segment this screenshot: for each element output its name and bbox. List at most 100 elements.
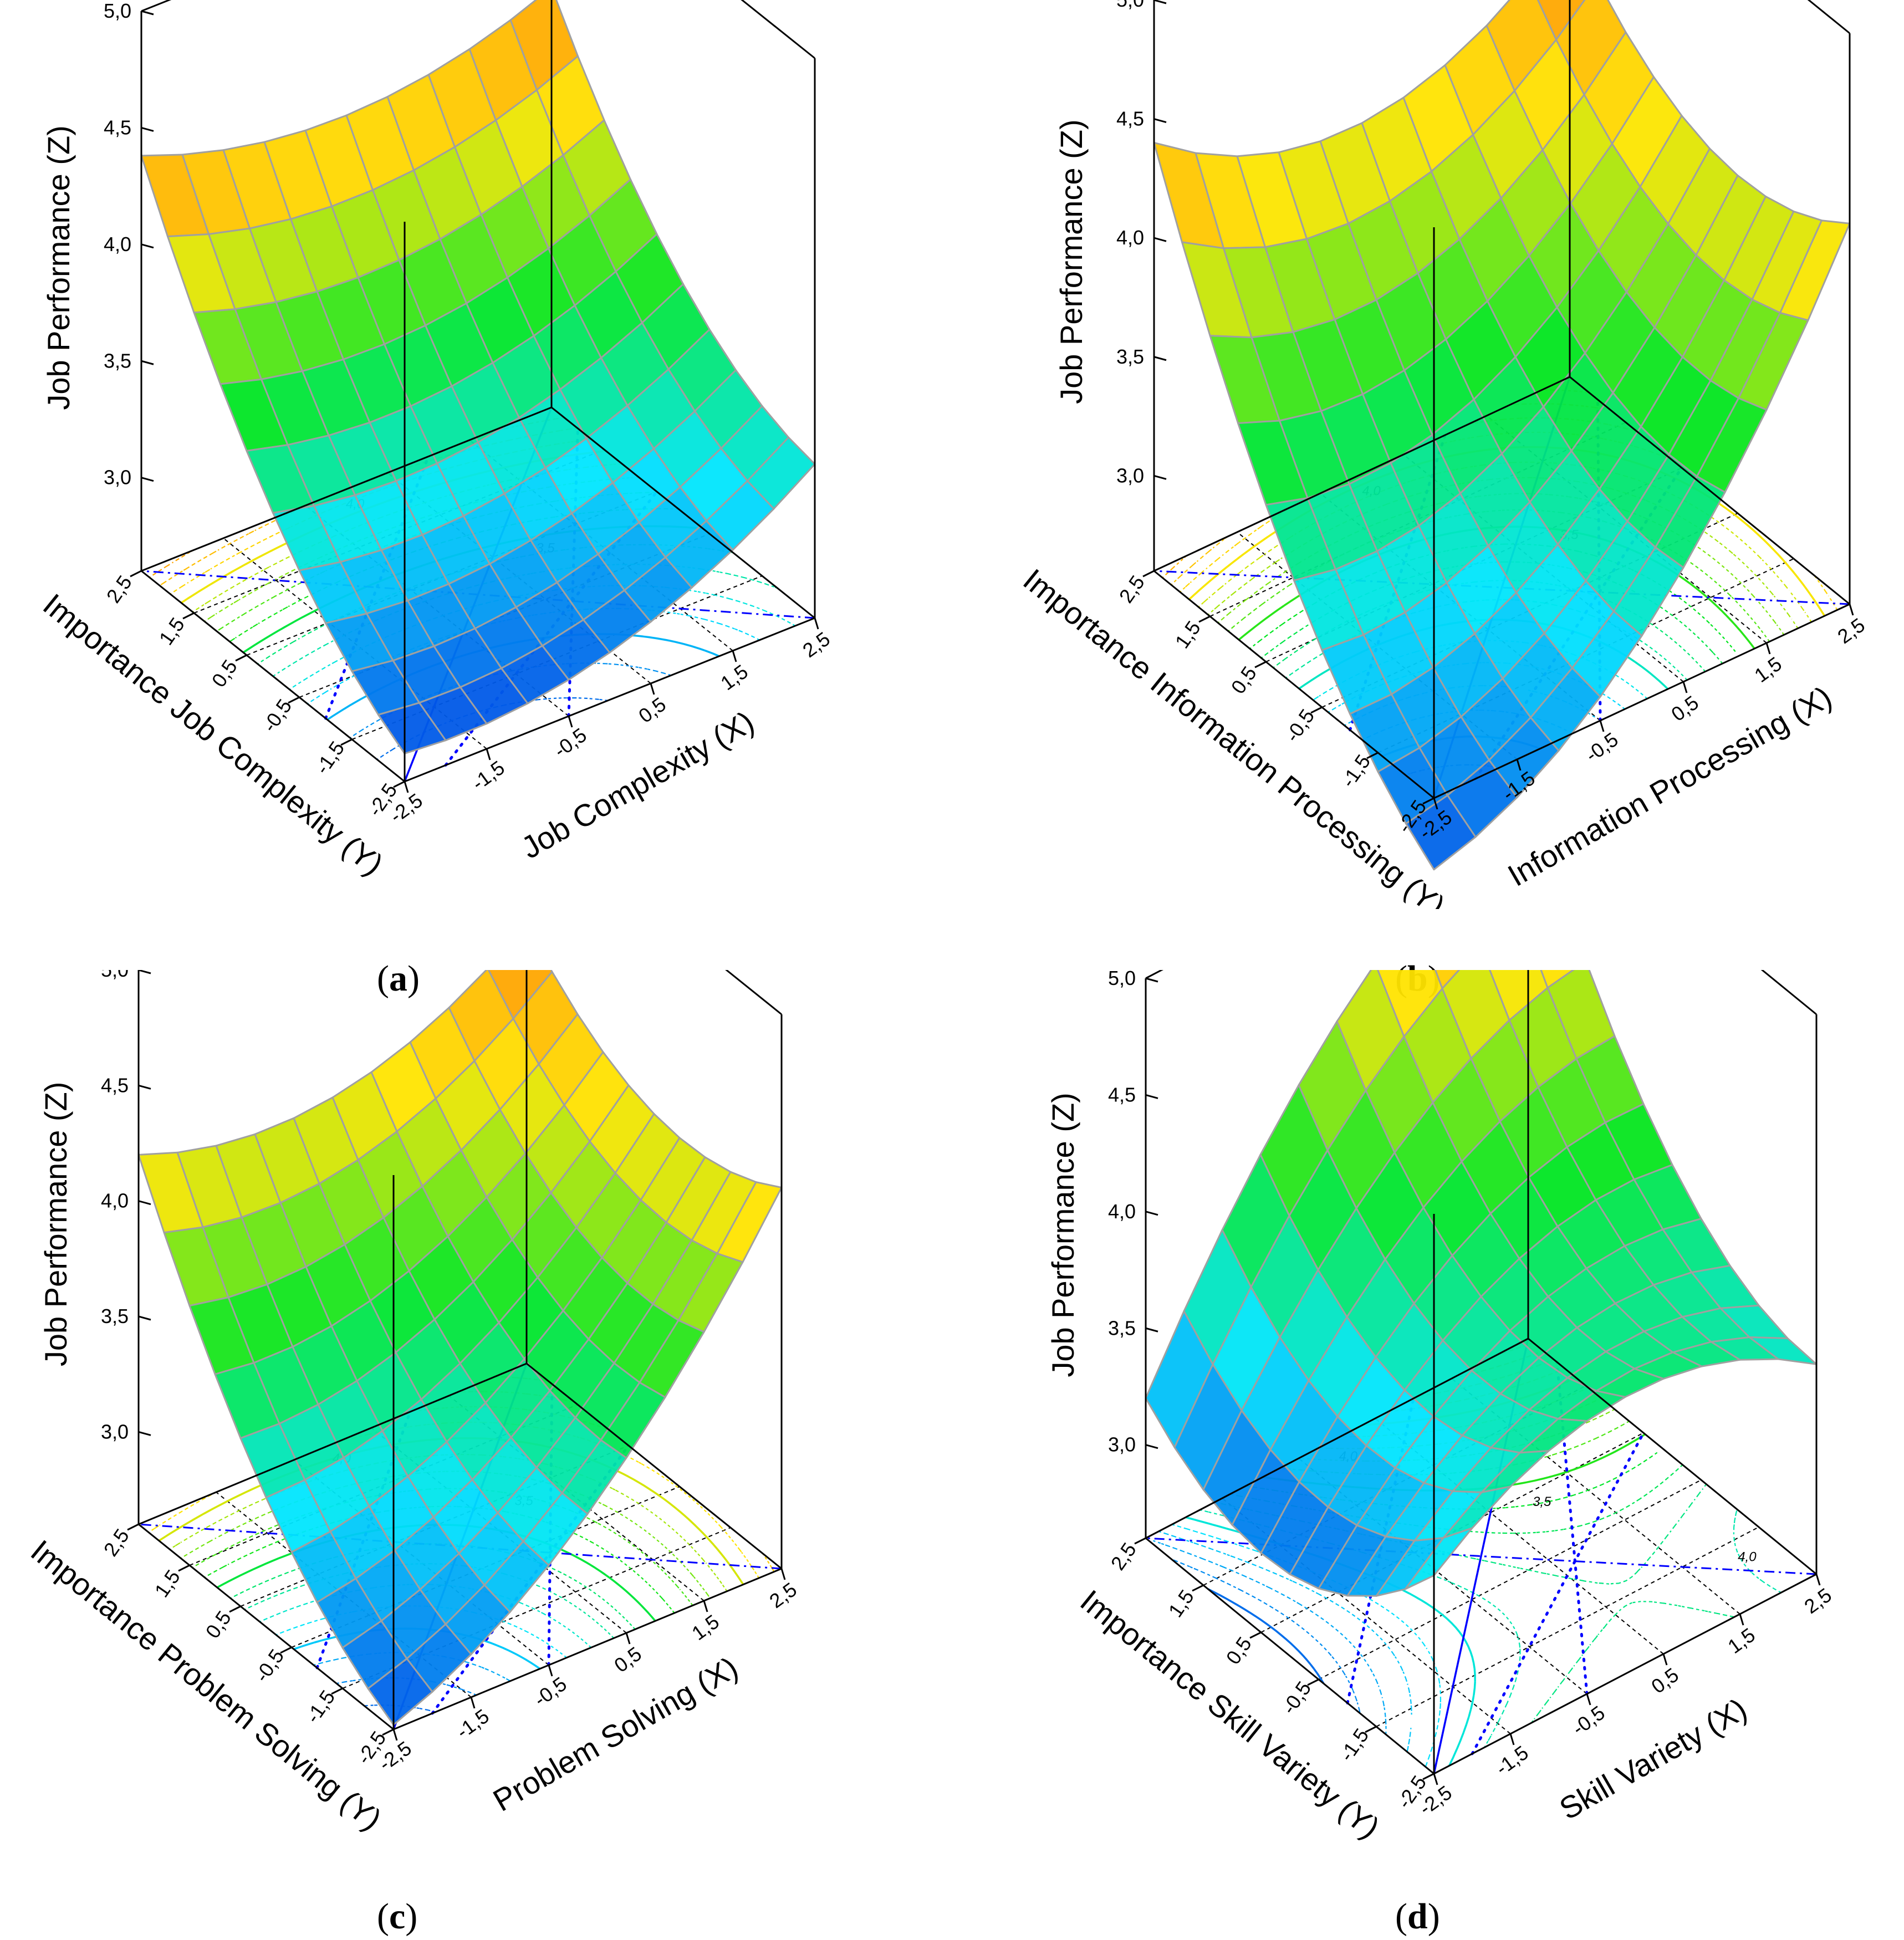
z-tick-label: 4,0 — [1108, 1200, 1136, 1223]
z-tick — [1145, 977, 1158, 983]
x-tick — [1682, 681, 1688, 693]
surface-plot-d: 4,03,54,03,03,54,04,55,0-2,5-1,5-0,50,51… — [1045, 970, 1836, 1845]
x-tick — [1509, 1733, 1515, 1745]
floor-grid-line-y — [1377, 558, 1794, 753]
y-tick — [393, 780, 405, 788]
box-edge — [551, 406, 815, 619]
box-edge — [138, 1362, 527, 1525]
box-edge — [1569, 376, 1850, 605]
z-tick — [138, 1431, 151, 1436]
box-edge — [725, 970, 782, 1015]
x-tick-label: 1,5 — [716, 660, 752, 695]
x-tick — [548, 1665, 553, 1677]
z-tick-label: 3,0 — [1108, 1433, 1136, 1456]
contour-line — [1172, 1524, 1442, 1767]
z-axis-title: Job Performance (Z) — [1045, 1092, 1080, 1377]
x-tick-label: 2,5 — [1833, 614, 1869, 649]
y-tick — [382, 1728, 394, 1736]
x-tick-label: -0,5 — [1581, 728, 1622, 767]
box-edge — [141, 0, 172, 12]
axis-box — [140, 0, 816, 783]
z-tick-label: 5,0 — [104, 0, 131, 22]
contour-line — [376, 697, 608, 760]
x-tick — [486, 748, 491, 760]
floor-grid-line-y — [342, 1527, 731, 1689]
contour-label: 3,5 — [1533, 1494, 1551, 1509]
response-surface — [1145, 970, 1818, 1597]
box-edge — [393, 1568, 782, 1730]
box-edge — [741, 0, 815, 59]
z-tick-label: 3,5 — [1116, 345, 1144, 368]
x-tick — [1849, 604, 1854, 616]
x-tick — [1586, 1693, 1591, 1706]
x-axis-title: Job Complexity (X) — [515, 704, 760, 865]
contour-line — [1171, 1559, 1361, 1714]
line-of-incongruence — [1145, 1537, 1817, 1575]
box-edge — [138, 1523, 394, 1730]
x-tick-label: -1,5 — [1492, 1741, 1533, 1780]
x-tick-label: 0,5 — [610, 1642, 646, 1677]
box-edge — [141, 406, 552, 572]
x-tick — [625, 1632, 631, 1645]
z-tick-label: 5,0 — [1108, 970, 1136, 989]
panel-b: 4,03,53,03,54,04,55,0-2,5-1,5-0,50,51,52… — [952, 0, 1903, 999]
y-tick — [1310, 706, 1323, 714]
y-tick — [1422, 1773, 1435, 1780]
contour-line — [192, 1488, 693, 1606]
z-tick — [141, 126, 154, 132]
z-tick-label: 5,0 — [101, 970, 129, 981]
box-edge — [1433, 1573, 1817, 1775]
z-tick-label: 4,5 — [1108, 1083, 1136, 1106]
box-edge — [141, 570, 405, 783]
x-tick — [703, 1600, 708, 1612]
x-tick-label: 2,5 — [765, 1578, 801, 1613]
z-tick-label: 4,0 — [104, 233, 131, 256]
z-tick — [1145, 1211, 1158, 1216]
contour-line — [180, 1471, 711, 1599]
y-tick — [1249, 1631, 1262, 1639]
x-tick-label: 1,5 — [1723, 1624, 1759, 1658]
z-tick-label: 5,0 — [1116, 0, 1144, 11]
z-tick-label: 3,0 — [104, 466, 131, 489]
z-axis-title: Job Performance (Z) — [1054, 119, 1089, 404]
x-tick-label: 2,5 — [1800, 1584, 1836, 1619]
x-tick — [1433, 798, 1438, 810]
y-tick — [1192, 1584, 1204, 1592]
box-edge — [1433, 603, 1850, 799]
axis-box — [137, 970, 783, 1730]
panel-label-c: (c) — [377, 1896, 418, 1937]
y-tick — [1366, 752, 1379, 759]
z-tick — [1153, 0, 1167, 4]
z-tick — [141, 243, 154, 249]
x-tick — [1765, 642, 1771, 655]
z-tick — [138, 970, 151, 974]
x-tick — [1815, 1574, 1821, 1586]
principal-axis — [1471, 1431, 1645, 1755]
box-edge — [1760, 970, 1817, 1015]
y-axis-title: Importance Skill Variety (Y) — [1074, 1583, 1386, 1845]
surface-cell — [1405, 794, 1477, 871]
x-tick — [1739, 1614, 1744, 1626]
surface-plot-b: 4,03,53,03,54,04,55,0-2,5-1,5-0,50,51,52… — [1017, 0, 1869, 909]
panel-d: 4,03,54,03,03,54,04,55,0-2,5-1,5-0,50,51… — [952, 970, 1903, 1940]
panel-label-d: (d) — [1395, 1896, 1440, 1937]
x-tick — [470, 1697, 476, 1709]
x-tick — [814, 617, 819, 630]
z-tick-label: 3,0 — [101, 1420, 129, 1443]
x-tick-label: 0,5 — [634, 693, 670, 728]
x-tick — [732, 650, 737, 662]
response-surface — [1153, 0, 1851, 871]
x-tick-label: 0,5 — [1667, 691, 1703, 726]
box-edge — [1528, 1337, 1817, 1575]
box-edge — [1145, 1337, 1529, 1539]
x-tick-label: -0,5 — [1568, 1701, 1609, 1740]
box-edge — [526, 1362, 782, 1570]
surface-plot-c: 4,03,53,03,54,04,55,0-2,5-1,5-0,50,51,52… — [24, 970, 801, 1837]
y-tick — [178, 1564, 190, 1572]
panel-a: 4,03,53,03,54,04,55,0-2,5-1,5-0,50,51,52… — [0, 0, 952, 999]
x-tick — [1662, 1653, 1668, 1666]
z-tick — [138, 1084, 151, 1090]
x-tick-label: -1,5 — [468, 756, 509, 795]
response-surface — [140, 0, 816, 754]
